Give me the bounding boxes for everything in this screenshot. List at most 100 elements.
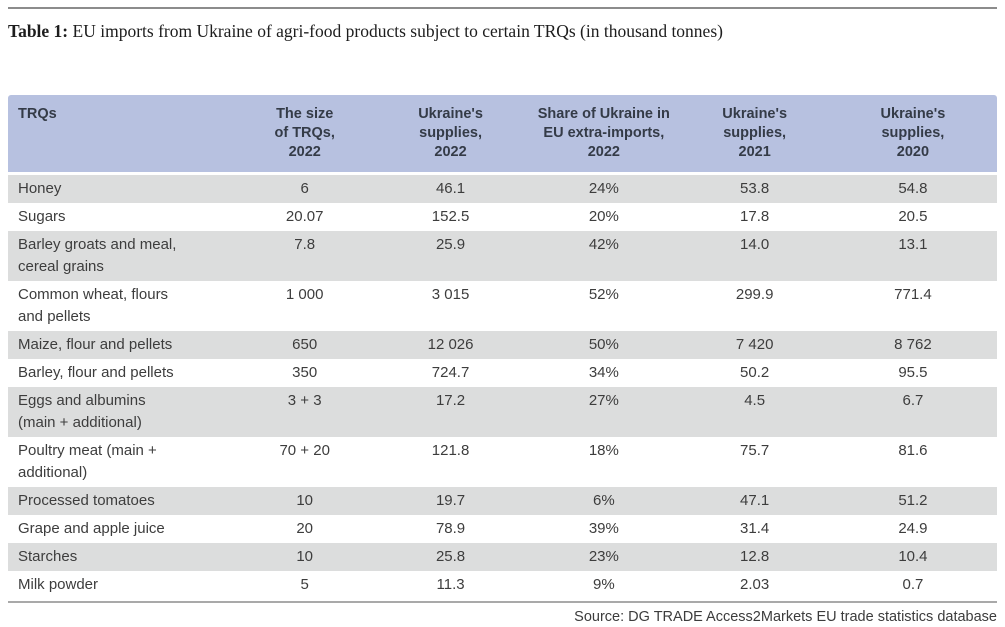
value-cell: 34% <box>588 364 619 381</box>
product-name-cell: Grape and apple juice <box>18 520 165 537</box>
value-cell: 8 762 <box>894 336 932 353</box>
value-cell: 25.8 <box>435 548 466 565</box>
value-cell: 19.7 <box>435 492 466 509</box>
value-cell: 54.8 <box>898 180 928 197</box>
table-row: Grape and apple juice 20 78.9 39% 31.4 24.9 <box>8 515 997 543</box>
table-row: Maize, flour and pellets 650 12 026 50% 7 42… <box>8 331 997 359</box>
value-cell: 18% <box>588 442 619 459</box>
column-header-supplies-2021: Ukraine's supplies, 2021 <box>680 95 829 175</box>
value-cell: 6.7 <box>902 392 924 409</box>
value-cell: 81.6 <box>898 442 928 459</box>
table-row: Honey 6 46.1 24% 53.8 54.8 <box>8 175 997 203</box>
value-cell: 17.2 <box>435 392 466 409</box>
value-cell: 14.0 <box>740 236 770 253</box>
product-name-cell: Maize, flour and pellets <box>18 336 173 353</box>
value-cell: 52% <box>588 286 619 303</box>
value-cell: 2.03 <box>740 576 770 593</box>
value-cell: 299.9 <box>735 286 774 303</box>
value-cell: 24% <box>588 180 619 197</box>
product-name-cell: Milk powder <box>18 576 99 593</box>
value-cell: 20% <box>588 208 619 225</box>
value-cell: 11.3 <box>436 576 465 593</box>
value-cell: 10.4 <box>898 548 928 565</box>
table-row: Milk powder 5 11.3 9% 2.03 0.7 <box>8 571 997 599</box>
table-row: Barley, flour and pellets 350 724.7 34% 50.2… <box>8 359 997 387</box>
product-name-cell: Honey <box>18 180 62 197</box>
value-cell: 75.7 <box>740 442 770 459</box>
product-name-cell: Starches <box>18 548 78 565</box>
product-name-cell: Processed tomatoes <box>18 492 155 509</box>
value-cell: 24.9 <box>898 520 928 537</box>
table-row: Eggs and albumins (main + additional) 3 +… <box>8 387 997 437</box>
product-name-cell: Sugars <box>18 208 66 225</box>
value-cell: 7.8 <box>294 236 316 253</box>
value-cell: 13.1 <box>898 236 928 253</box>
value-cell: 27% <box>588 392 619 409</box>
value-cell: 121.8 <box>431 442 470 459</box>
value-cell: 771.4 <box>894 286 932 303</box>
value-cell: 95.5 <box>898 364 928 381</box>
table-caption-text: EU imports from Ukraine of agri-food pro… <box>72 21 723 41</box>
value-cell: 4.5 <box>744 392 766 409</box>
table-row: Sugars 20.07 152.5 20% 17.8 20.5 <box>8 203 997 231</box>
value-cell: 39% <box>588 520 619 537</box>
table-caption: Table 1: EU imports from Ukraine of agri… <box>8 20 997 42</box>
table-header: TRQs The size of TRQs, 2022 Ukraine's supp… <box>8 95 997 175</box>
value-cell: 9% <box>593 576 615 593</box>
value-cell: 46.1 <box>435 180 466 197</box>
value-cell: 47.1 <box>740 492 770 509</box>
value-cell: 650 <box>292 336 318 353</box>
table-row: Processed tomatoes 10 19.7 6% 47.1 51.2 <box>8 487 997 515</box>
value-cell: 23% <box>588 548 619 565</box>
value-cell: 10 <box>296 548 314 565</box>
value-cell: 152.5 <box>431 208 470 225</box>
column-header-supplies-2020: Ukraine's supplies, 2020 <box>828 95 997 175</box>
value-cell: 6 <box>300 180 309 197</box>
table-row: Starches 10 25.8 23% 12.8 10.4 <box>8 543 997 571</box>
column-header-share-extra-imports-2022: Share of Ukraine in EU extra-imports, 20… <box>527 95 681 175</box>
value-cell: 5 <box>300 576 309 593</box>
value-cell: 3 + 3 <box>287 392 322 409</box>
column-header-trq-size-2022: The size of TRQs, 2022 <box>235 95 374 175</box>
value-cell: 17.8 <box>740 208 770 225</box>
value-cell: 10 <box>296 492 314 509</box>
value-cell: 724.7 <box>431 364 470 381</box>
value-cell: 51.2 <box>898 492 928 509</box>
value-cell: 7 420 <box>735 336 774 353</box>
header-row: TRQs The size of TRQs, 2022 Ukraine's supp… <box>8 95 997 175</box>
product-name-cell: Common wheat, flours and pellets <box>18 286 169 325</box>
value-cell: 53.8 <box>740 180 770 197</box>
table-body: Honey 6 46.1 24% 53.8 54.8 Sugars 20.07 152.5 20%… <box>8 175 997 599</box>
value-cell: 0.7 <box>902 576 924 593</box>
value-cell: 12.8 <box>740 548 770 565</box>
product-name-cell: Eggs and albumins (main + additional) <box>18 392 146 431</box>
value-cell: 78.9 <box>435 520 466 537</box>
value-cell: 42% <box>588 236 619 253</box>
bottom-rule <box>8 601 997 603</box>
value-cell: 350 <box>292 364 318 381</box>
value-cell: 70 + 20 <box>279 442 330 459</box>
table-caption-label: Table 1: <box>8 21 69 41</box>
table-row: Common wheat, flours and pellets 1 000 3 0… <box>8 281 997 331</box>
trq-imports-table: TRQs The size of TRQs, 2022 Ukraine's supp… <box>8 95 997 599</box>
value-cell: 3 015 <box>431 286 470 303</box>
value-cell: 25.9 <box>435 236 466 253</box>
table-row: Barley groats and meal, cereal grains 7.8… <box>8 231 997 281</box>
product-name-cell: Barley groats and meal, cereal grains <box>18 236 177 275</box>
value-cell: 6% <box>593 492 615 509</box>
value-cell: 31.4 <box>740 520 770 537</box>
product-name-cell: Poultry meat (main + additional) <box>18 442 157 481</box>
column-header-supplies-2022: Ukraine's supplies, 2022 <box>373 95 528 175</box>
value-cell: 50.2 <box>740 364 770 381</box>
value-cell: 20 <box>296 520 314 537</box>
value-cell: 20.07 <box>285 208 324 225</box>
value-cell: 1 000 <box>285 286 324 303</box>
value-cell: 12 026 <box>427 336 474 353</box>
value-cell: 20.5 <box>898 208 928 225</box>
source-note: Source: DG TRADE Access2Markets EU trade… <box>574 609 997 625</box>
top-rule <box>8 7 997 9</box>
column-header-trqs: TRQs <box>8 95 236 175</box>
product-name-cell: Barley, flour and pellets <box>18 364 174 381</box>
table-row: Poultry meat (main + additional) 70 + 20 1… <box>8 437 997 487</box>
